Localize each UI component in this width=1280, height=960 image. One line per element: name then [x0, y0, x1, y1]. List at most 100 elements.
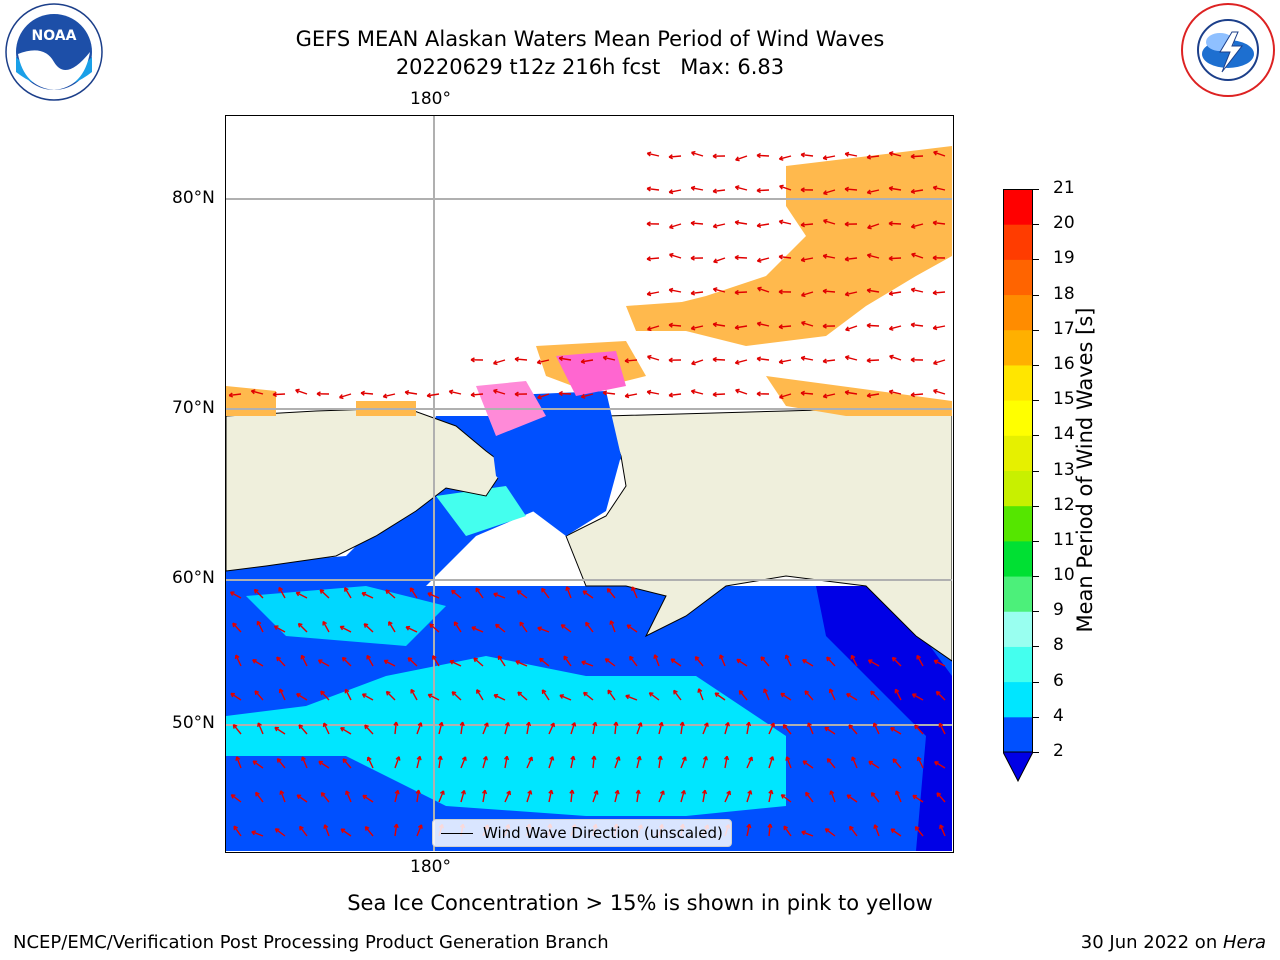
wind-wave-arrow — [646, 257, 660, 260]
wind-wave-arrowhead — [606, 588, 609, 593]
wind-wave-arrowhead — [653, 654, 656, 659]
wind-wave-arrow — [383, 393, 396, 398]
wind-wave-arrowhead — [691, 328, 696, 331]
wind-wave-arrowhead — [668, 289, 673, 293]
wind-wave-arrowhead — [646, 391, 651, 395]
wind-wave-arrow — [364, 826, 374, 837]
wind-wave-arrowhead — [451, 590, 454, 595]
wind-wave-arrowhead — [914, 725, 917, 730]
wind-wave-arrow — [559, 357, 572, 361]
wind-wave-arrow — [867, 254, 880, 259]
colorbar-tick-mark — [1033, 294, 1039, 296]
wind-wave-arrowhead — [756, 393, 761, 397]
wind-wave-arrowhead — [826, 657, 829, 662]
wind-wave-arrow — [713, 323, 726, 327]
wind-wave-arrowhead — [482, 755, 487, 760]
wind-wave-arrowhead — [824, 727, 828, 732]
wind-wave-arrowhead — [565, 586, 568, 591]
wind-wave-arrow — [229, 393, 242, 397]
wind-wave-arrow — [299, 825, 308, 837]
colorbar-tick-mark — [1033, 611, 1039, 613]
wind-wave-arrowhead — [712, 394, 717, 398]
wind-wave-arrow — [889, 291, 902, 295]
wind-wave-arrowhead — [439, 790, 444, 794]
wind-wave-arrow — [801, 831, 814, 837]
wind-wave-arrow — [255, 791, 264, 803]
wind-wave-arrow — [438, 790, 445, 803]
wind-wave-arrowhead — [393, 823, 398, 828]
lon-label-top: 180° — [410, 89, 451, 109]
wind-wave-arrowhead — [912, 795, 916, 800]
colorbar-segment — [1003, 435, 1033, 471]
wind-wave-arrow — [482, 790, 486, 803]
wind-wave-arrow — [322, 621, 330, 633]
wind-wave-arrowhead — [910, 323, 915, 328]
wind-wave-arrowhead — [514, 358, 519, 362]
colorbar-tick-mark — [1033, 400, 1039, 402]
wind-wave-arrow — [416, 824, 423, 837]
wind-wave-arrow — [537, 393, 550, 399]
wind-wave-arrow — [438, 722, 443, 735]
wind-wave-arrow — [548, 756, 554, 769]
wind-wave-arrow — [257, 722, 264, 735]
wind-wave-arrow — [890, 828, 902, 837]
wind-wave-arrowhead — [690, 292, 696, 296]
map-legend: Wind Wave Direction (unscaled) — [432, 819, 732, 847]
colorbar-tick-label: 8 — [1053, 635, 1064, 656]
wind-wave-arrowhead — [932, 186, 937, 191]
wind-wave-arrowhead — [602, 356, 607, 361]
legend-label: Wind Wave Direction (unscaled) — [483, 824, 723, 842]
wind-wave-arrow — [668, 324, 682, 327]
wind-wave-arrowhead — [550, 722, 555, 726]
lat-label-50: 50°N — [172, 713, 215, 733]
wind-wave-arrow — [460, 756, 467, 769]
wind-wave-arrow — [324, 824, 330, 837]
noaa-logo-icon: NOAA — [4, 2, 104, 102]
wind-wave-arrow — [768, 756, 774, 769]
wind-wave-arrow — [698, 688, 704, 701]
wind-wave-arrowhead — [253, 589, 257, 594]
wind-wave-arrow — [394, 790, 399, 803]
wind-wave-arrowhead — [800, 153, 805, 158]
wind-wave-arrow — [746, 756, 753, 769]
lat-label-60: 60°N — [172, 568, 215, 588]
wind-wave-arrow — [691, 291, 704, 295]
wind-wave-arrow — [866, 359, 880, 362]
wind-wave-arrow — [702, 722, 709, 735]
wind-wave-arrow — [680, 756, 687, 769]
wind-wave-arrowhead — [866, 254, 871, 259]
wind-wave-arrowhead — [801, 831, 805, 836]
wind-wave-arrow — [735, 359, 748, 364]
colorbar-tick-label: 4 — [1053, 705, 1064, 726]
wind-wave-arrowhead — [493, 390, 497, 394]
wind-wave-arrowhead — [844, 223, 849, 227]
wind-wave-arrow — [780, 692, 792, 701]
wind-wave-arrowhead — [712, 190, 718, 194]
wind-wave-arrow — [636, 790, 640, 803]
wind-wave-arrow — [910, 393, 924, 396]
wind-wave-arrowhead — [624, 360, 629, 364]
wind-wave-arrowhead — [364, 725, 367, 730]
wind-wave-arrow — [914, 724, 924, 735]
wind-wave-arrowhead — [417, 824, 422, 828]
wind-wave-arrowhead — [404, 391, 409, 396]
wind-wave-arrow — [603, 391, 616, 395]
wind-wave-arrow — [779, 220, 792, 225]
colorbar-tick-label: 12 — [1053, 494, 1075, 515]
wind-wave-arrowhead — [846, 693, 850, 698]
wind-wave-arrow — [647, 187, 660, 191]
wind-wave-arrowhead — [933, 151, 937, 156]
wind-wave-arrow — [427, 393, 440, 397]
wind-wave-arrowhead — [276, 758, 279, 763]
wind-wave-arrowhead — [690, 187, 695, 191]
wind-wave-arrow — [801, 153, 814, 157]
wind-wave-arrowhead — [614, 789, 619, 794]
wind-wave-arrowhead — [778, 361, 784, 365]
wind-wave-arrowhead — [646, 293, 652, 297]
wind-wave-arrow — [427, 592, 440, 599]
colorbar-tick-label: 19 — [1053, 248, 1075, 269]
wind-wave-arrowhead — [823, 192, 828, 196]
wind-wave-arrowhead — [734, 292, 739, 296]
wind-wave-arrow — [482, 722, 489, 735]
wind-wave-arrow — [386, 691, 396, 701]
